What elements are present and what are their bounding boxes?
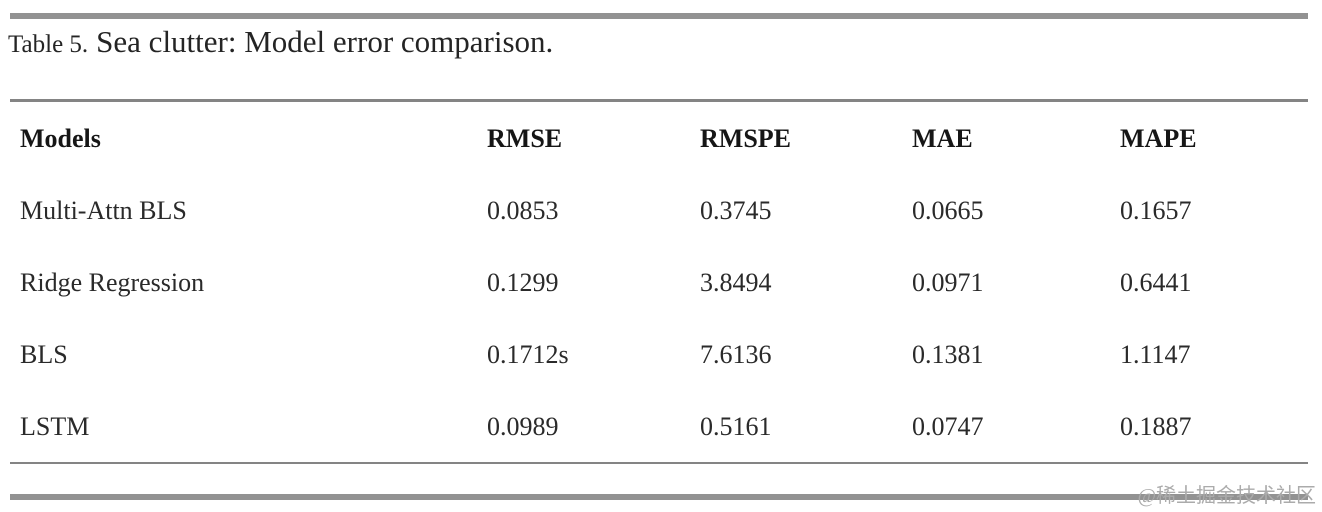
column-header-models: Models	[20, 124, 101, 153]
table-cell-mape: 0.1887	[1120, 412, 1192, 441]
table-caption-title: Sea clutter: Model error comparison.	[96, 24, 554, 59]
watermark-text: @稀土掘金技术社区	[1137, 485, 1316, 507]
table-cell-rmspe: 3.8494	[700, 268, 772, 297]
table-cell-rmse: 0.0989	[487, 412, 559, 441]
table-cell-mae: 0.0971	[912, 268, 984, 297]
column-header-rmse: RMSE	[487, 124, 563, 153]
column-header-mae: MAE	[912, 124, 973, 153]
table-row-model-name: LSTM	[20, 412, 90, 441]
model-error-table: Models RMSE RMSPE MAE MAPE Multi-Attn BL…	[20, 103, 1312, 463]
table-caption-label: Table 5.	[8, 31, 89, 58]
table-cell-rmspe: 7.6136	[700, 340, 772, 369]
table-row-model-name: Ridge Regression	[20, 268, 205, 297]
table-cell-rmse: 0.1299	[487, 268, 559, 297]
table-cell-mape: 1.1147	[1120, 340, 1191, 369]
table-cell-rmspe: 0.3745	[700, 196, 772, 225]
table-row-model-name: BLS	[20, 340, 68, 369]
table-cell-rmspe: 0.5161	[700, 412, 772, 441]
table-top-rule	[10, 99, 1308, 102]
table-row-model-name: Multi-Attn BLS	[20, 196, 187, 225]
column-header-mape: MAPE	[1120, 124, 1197, 153]
bottom-thick-rule	[10, 494, 1308, 500]
table-caption: Table 5. Sea clutter: Model error compari…	[8, 24, 553, 60]
table-cell-mae: 0.1381	[912, 340, 984, 369]
top-thick-rule	[10, 13, 1308, 19]
table-cell-mae: 0.0747	[912, 412, 984, 441]
table-cell-mae: 0.0665	[912, 196, 984, 225]
table-cell-mape: 0.1657	[1120, 196, 1192, 225]
table-cell-mape: 0.6441	[1120, 268, 1192, 297]
table-cell-rmse: 0.0853	[487, 196, 559, 225]
table-cell-rmse: 0.1712s	[487, 340, 569, 369]
column-header-rmspe: RMSPE	[700, 124, 791, 153]
table-bottom-rule	[10, 462, 1308, 464]
